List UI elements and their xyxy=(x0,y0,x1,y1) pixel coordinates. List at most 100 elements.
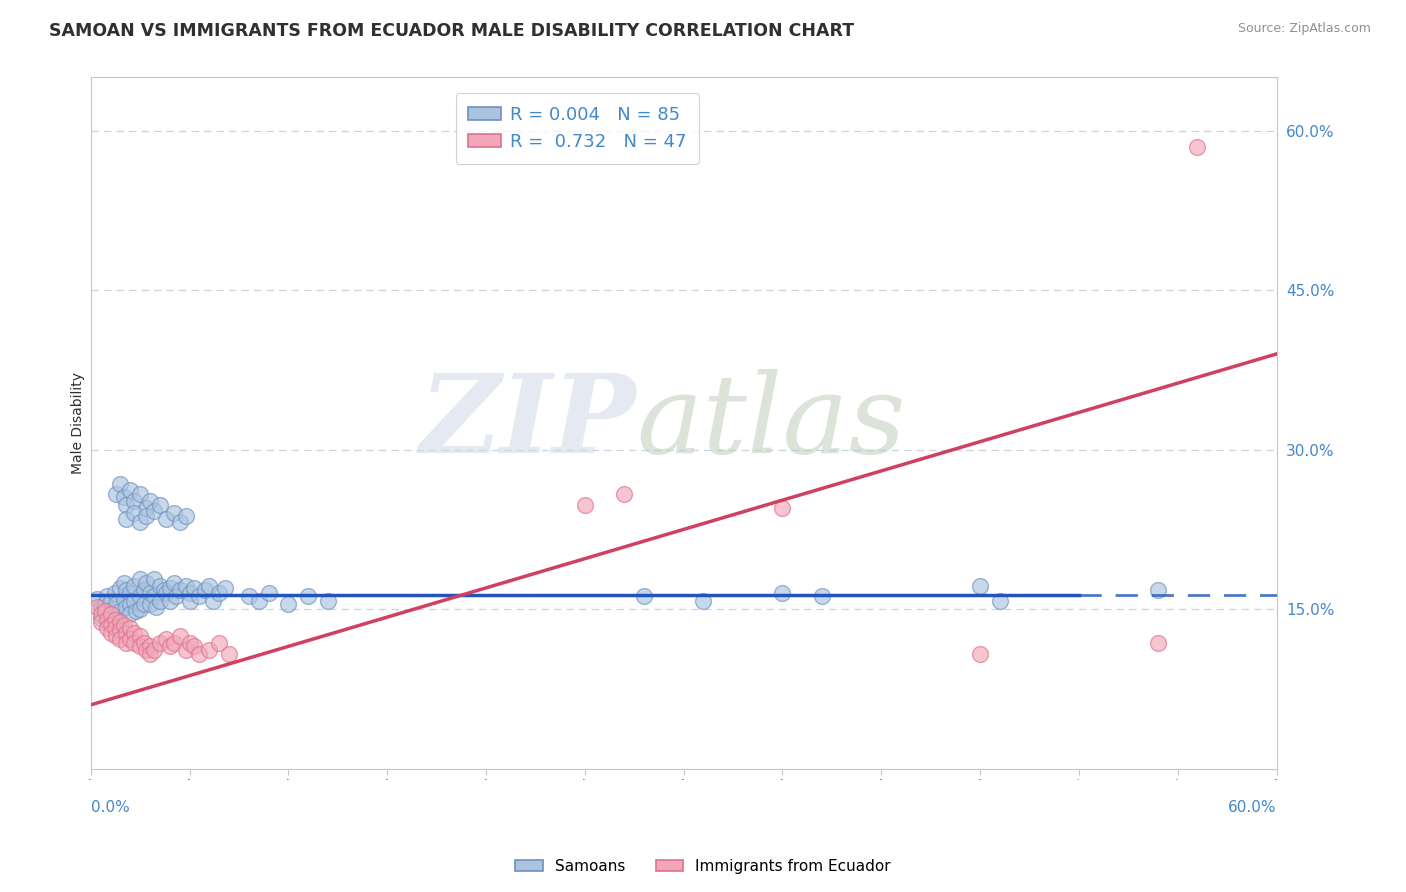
Point xyxy=(1147,636,1170,650)
Point xyxy=(115,636,138,650)
Point xyxy=(969,647,991,661)
Point xyxy=(163,507,186,521)
Point xyxy=(208,586,231,600)
Point xyxy=(122,625,145,640)
Point xyxy=(811,590,834,604)
Point xyxy=(122,507,145,521)
Point xyxy=(174,642,197,657)
Point xyxy=(112,491,135,505)
Point xyxy=(218,647,240,661)
Point xyxy=(139,647,162,661)
Point xyxy=(112,618,135,632)
Point xyxy=(143,504,166,518)
Point xyxy=(129,629,152,643)
Point xyxy=(179,636,201,650)
Point xyxy=(100,607,122,622)
Point xyxy=(135,642,157,657)
Point xyxy=(120,621,142,635)
Point xyxy=(100,593,122,607)
Point xyxy=(613,487,636,501)
Text: 60.0%: 60.0% xyxy=(1227,800,1277,814)
Point xyxy=(1147,582,1170,597)
Point xyxy=(143,642,166,657)
Point xyxy=(135,508,157,523)
Point xyxy=(105,487,128,501)
Point xyxy=(159,640,181,654)
Point xyxy=(115,625,138,640)
Point xyxy=(179,586,201,600)
Point xyxy=(110,615,132,629)
Point xyxy=(155,512,177,526)
Point xyxy=(174,579,197,593)
Point xyxy=(120,586,142,600)
Point xyxy=(179,593,201,607)
Point xyxy=(134,582,156,597)
Point xyxy=(145,600,167,615)
Point xyxy=(692,593,714,607)
Point xyxy=(122,493,145,508)
Point xyxy=(100,607,122,622)
Point xyxy=(149,579,172,593)
Point xyxy=(96,590,118,604)
Point xyxy=(163,575,186,590)
Point xyxy=(90,607,112,622)
Point xyxy=(93,604,115,618)
Point xyxy=(143,590,166,604)
Point xyxy=(159,593,181,607)
Point xyxy=(110,476,132,491)
Point xyxy=(188,590,211,604)
Point xyxy=(169,582,191,597)
Point xyxy=(155,632,177,646)
Point xyxy=(134,636,156,650)
Point xyxy=(105,629,128,643)
Point xyxy=(153,582,176,597)
Point xyxy=(96,621,118,635)
Point xyxy=(202,593,225,607)
Point xyxy=(188,647,211,661)
Point xyxy=(139,586,162,600)
Point xyxy=(122,593,145,607)
Point xyxy=(125,604,148,618)
Point xyxy=(86,591,108,606)
Point xyxy=(122,636,145,650)
Text: ZIP: ZIP xyxy=(419,369,637,477)
Point xyxy=(134,597,156,611)
Point xyxy=(129,515,152,529)
Point xyxy=(214,581,236,595)
Y-axis label: Male Disability: Male Disability xyxy=(72,372,86,474)
Point xyxy=(129,487,152,501)
Point xyxy=(159,581,181,595)
Point xyxy=(277,597,299,611)
Point xyxy=(129,640,152,654)
Text: Source: ZipAtlas.com: Source: ZipAtlas.com xyxy=(1237,22,1371,36)
Point xyxy=(257,586,280,600)
Point xyxy=(93,597,115,611)
Point xyxy=(112,575,135,590)
Point xyxy=(115,498,138,512)
Point xyxy=(139,493,162,508)
Point xyxy=(105,610,128,624)
Point xyxy=(103,613,125,627)
Point xyxy=(103,621,125,635)
Point xyxy=(183,581,205,595)
Point xyxy=(183,640,205,654)
Point xyxy=(1187,139,1209,153)
Point xyxy=(316,593,339,607)
Point xyxy=(135,575,157,590)
Point xyxy=(297,590,319,604)
Text: SAMOAN VS IMMIGRANTS FROM ECUADOR MALE DISABILITY CORRELATION CHART: SAMOAN VS IMMIGRANTS FROM ECUADOR MALE D… xyxy=(49,22,855,40)
Point xyxy=(110,604,132,618)
Point xyxy=(105,597,128,611)
Point xyxy=(115,600,138,615)
Point xyxy=(633,590,655,604)
Point xyxy=(169,515,191,529)
Point xyxy=(772,501,794,516)
Point xyxy=(198,642,221,657)
Point xyxy=(174,508,197,523)
Point xyxy=(198,579,221,593)
Point xyxy=(574,498,596,512)
Point xyxy=(129,602,152,616)
Point xyxy=(110,581,132,595)
Point xyxy=(110,632,132,646)
Point xyxy=(112,591,135,606)
